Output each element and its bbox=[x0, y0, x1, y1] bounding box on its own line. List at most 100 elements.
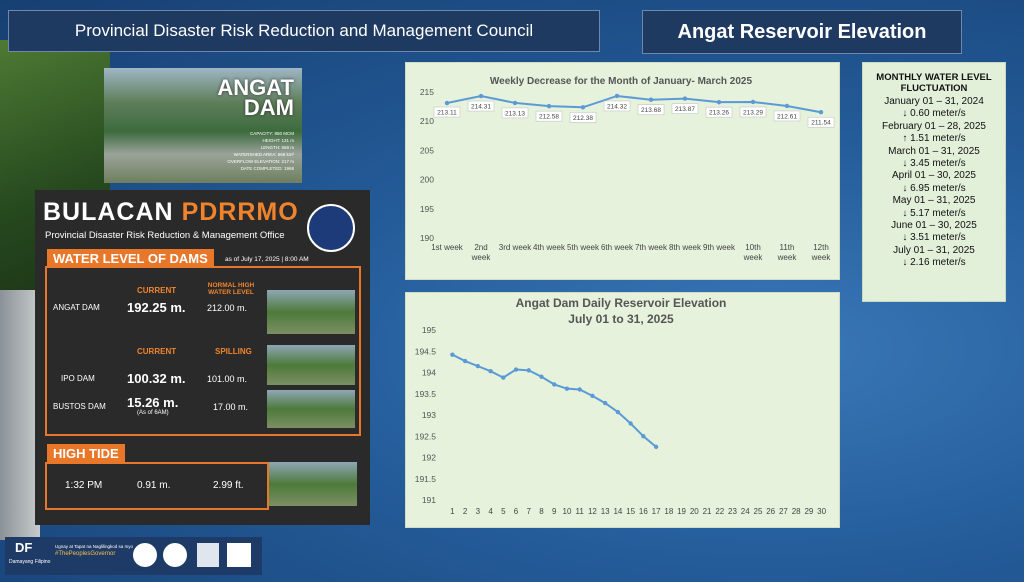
data-label: 212.38 bbox=[573, 115, 593, 122]
dam-photo bbox=[267, 345, 355, 385]
x-tick-label: 19 bbox=[677, 507, 687, 516]
point bbox=[552, 382, 557, 387]
tide-value: 2.99 ft. bbox=[213, 480, 244, 491]
y-tick-label: 195 bbox=[422, 325, 436, 335]
point bbox=[539, 374, 544, 379]
data-label-box bbox=[773, 110, 801, 122]
x-tick-label: 1 bbox=[450, 507, 455, 516]
icon bbox=[197, 543, 219, 567]
x-tick-label: 27 bbox=[778, 507, 788, 516]
x-tick-label: 16 bbox=[638, 507, 648, 516]
data-label: 212.61 bbox=[777, 113, 797, 120]
x-tick-label: 11 bbox=[575, 507, 584, 516]
x-tick-label: 29 bbox=[804, 507, 814, 516]
data-label: 213.11 bbox=[437, 110, 457, 117]
section-title: HIGH TIDE bbox=[47, 444, 125, 463]
x-tick-label: 9 bbox=[551, 507, 557, 516]
line bbox=[451, 353, 657, 448]
footer: DF Damayang Filipino Ugnay at Tapat na N… bbox=[5, 537, 262, 575]
brand: BULACAN bbox=[43, 198, 174, 226]
x-tick-label: 11th week bbox=[777, 243, 797, 262]
dam-current: 192.25 m. bbox=[127, 300, 186, 315]
period: March 01 – 31, 2025 bbox=[888, 145, 980, 157]
dam-title: DAM bbox=[243, 95, 294, 120]
x-tick-label: 10 bbox=[562, 507, 572, 516]
y-tick-label: 190 bbox=[420, 233, 434, 243]
point bbox=[564, 386, 570, 391]
brand: PDRRMO bbox=[181, 198, 299, 226]
col-head: CURRENT bbox=[137, 286, 177, 295]
seal bbox=[133, 543, 157, 567]
dam-name: BUSTOS DAM bbox=[53, 402, 106, 411]
change: ↓ 0.60 meter/s bbox=[902, 108, 966, 120]
x-tick-label: 13 bbox=[600, 507, 610, 516]
data-label-box bbox=[807, 116, 835, 128]
x-tick-label: 3rd week bbox=[498, 243, 532, 252]
point bbox=[450, 352, 455, 357]
point bbox=[501, 375, 506, 380]
x-tick-label: 3 bbox=[475, 507, 481, 516]
x-tick-label: 4th week bbox=[532, 243, 566, 252]
data-label-box bbox=[705, 106, 733, 118]
x-tick-label: 12 bbox=[587, 507, 597, 516]
seal bbox=[163, 543, 187, 567]
x-tick-label: 6th week bbox=[600, 243, 634, 252]
x-tick-label: 9th week bbox=[702, 243, 736, 252]
y-tick-label: 191 bbox=[422, 495, 436, 505]
line bbox=[446, 94, 822, 114]
y-tick-label: 205 bbox=[420, 145, 434, 155]
dams-box bbox=[45, 266, 361, 436]
point bbox=[784, 103, 790, 109]
point bbox=[614, 93, 620, 99]
bridge-photo bbox=[0, 290, 40, 540]
point bbox=[641, 434, 646, 439]
change: ↓ 3.45 meter/s bbox=[902, 158, 966, 170]
point bbox=[580, 105, 586, 110]
dam-limit: 212.00 m. bbox=[207, 303, 248, 313]
spec: CAPACITY: 850 MCM bbox=[250, 131, 294, 136]
x-tick-label: 5 bbox=[501, 507, 506, 516]
dam-name: IPO DAM bbox=[61, 374, 95, 383]
data-label-box bbox=[467, 100, 495, 112]
point bbox=[602, 400, 608, 406]
header-title: Angat Reservoir Elevation bbox=[642, 10, 962, 54]
qr-code bbox=[227, 543, 251, 567]
dam-specs: CAPACITY: 850 MCM HEIGHT: 131 m LENGTH: … bbox=[227, 130, 294, 172]
as-of: as of July 17, 2025 | 8:00 AM bbox=[225, 256, 309, 263]
data-label-box bbox=[433, 106, 461, 118]
change: ↓ 5.17 meter/s bbox=[902, 207, 966, 219]
col-head: CURRENT bbox=[137, 347, 177, 356]
y-tick-label: 192.5 bbox=[415, 431, 437, 441]
point bbox=[590, 393, 595, 399]
x-tick-label: 30 bbox=[817, 507, 827, 516]
x-tick-label: 6 bbox=[513, 507, 519, 516]
point bbox=[444, 100, 450, 106]
chart-title: Angat Dam Daily Reservoir Elevation bbox=[516, 296, 727, 310]
x-tick-label: 15 bbox=[626, 507, 636, 516]
period: January 01 – 31, 2024 bbox=[884, 96, 984, 107]
spec: DATE COMPLETED: 1968 bbox=[240, 166, 294, 171]
point bbox=[462, 358, 468, 364]
point bbox=[615, 409, 621, 415]
data-label-box bbox=[603, 100, 631, 112]
change: ↓ 3.51 meter/s bbox=[902, 232, 966, 244]
data-label: 213.13 bbox=[505, 110, 525, 117]
y-tick-label: 193.5 bbox=[415, 389, 437, 399]
x-tick-label: 10th week bbox=[743, 243, 763, 262]
x-tick-label: 28 bbox=[791, 507, 801, 516]
x-tick-label: 2nd week bbox=[471, 243, 491, 262]
data-label: 213.26 bbox=[709, 110, 729, 117]
point bbox=[475, 363, 481, 369]
x-tick-label: 17 bbox=[651, 507, 661, 516]
section-title: WATER LEVEL OF DAMS bbox=[47, 249, 214, 268]
data-label-box bbox=[739, 106, 767, 118]
point bbox=[682, 96, 688, 101]
x-tick-label: 26 bbox=[766, 507, 776, 516]
hashtag: #ThePeoplesGovernor bbox=[55, 551, 116, 557]
point bbox=[628, 421, 633, 426]
x-tick-label: 5th week bbox=[566, 243, 600, 252]
dam-note: (As of 6AM) bbox=[137, 410, 169, 416]
y-tick-label: 193 bbox=[422, 410, 436, 420]
